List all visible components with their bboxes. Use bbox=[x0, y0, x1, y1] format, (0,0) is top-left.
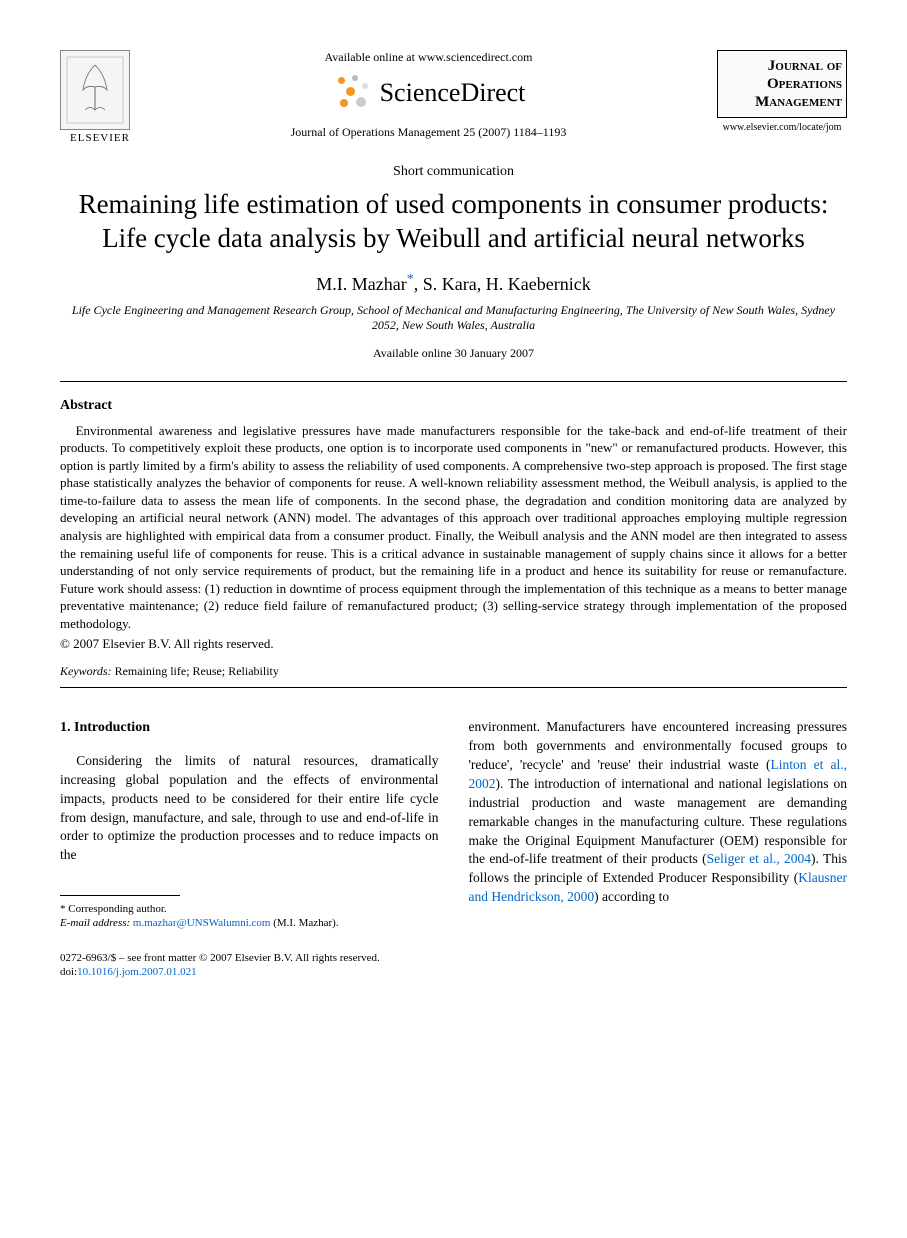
doi-line: doi:10.1016/j.jom.2007.01.021 bbox=[60, 965, 847, 979]
author-email-link[interactable]: m.mazhar@UNSWalumni.com bbox=[133, 917, 271, 929]
journal-cover-line: Management bbox=[722, 93, 842, 111]
journal-cover-line: Journal of bbox=[722, 57, 842, 75]
article-title: Remaining life estimation of used compon… bbox=[60, 188, 847, 256]
sd-dots-icon bbox=[332, 73, 372, 113]
author-name: , S. Kara, H. Kaebernick bbox=[414, 274, 591, 294]
section-heading: 1. Introduction bbox=[60, 718, 439, 738]
journal-citation: Journal of Operations Management 25 (200… bbox=[160, 125, 697, 140]
email-post: (M.I. Mazhar). bbox=[270, 917, 338, 929]
affiliation: Life Cycle Engineering and Management Re… bbox=[60, 303, 847, 334]
header-bar: ELSEVIER Available online at www.science… bbox=[60, 50, 847, 144]
elsevier-logo-block: ELSEVIER bbox=[60, 50, 140, 144]
body-columns: 1. Introduction Considering the limits o… bbox=[60, 718, 847, 931]
available-online-text: Available online at www.sciencedirect.co… bbox=[160, 50, 697, 65]
corresponding-author-note: * Corresponding author. bbox=[60, 902, 439, 916]
paragraph: Considering the limits of natural resour… bbox=[60, 752, 439, 865]
keywords-line: Keywords: Remaining life; Reuse; Reliabi… bbox=[60, 664, 847, 679]
corresponding-star-icon[interactable]: * bbox=[407, 272, 414, 287]
abstract-heading: Abstract bbox=[60, 398, 847, 414]
article-type: Short communication bbox=[60, 164, 847, 180]
keywords-label: Keywords: bbox=[60, 664, 112, 678]
sd-brand-text: ScienceDirect bbox=[380, 78, 526, 108]
right-column: environment. Manufacturers have encounte… bbox=[469, 718, 848, 931]
elsevier-tree-icon bbox=[60, 50, 130, 130]
copyright-line: © 2007 Elsevier B.V. All rights reserved… bbox=[60, 636, 847, 652]
available-date: Available online 30 January 2007 bbox=[60, 346, 847, 361]
author-name: M.I. Mazhar bbox=[316, 274, 406, 294]
footnote-block: * Corresponding author. E-mail address: … bbox=[60, 902, 439, 931]
journal-cover-block: Journal of Operations Management www.els… bbox=[717, 50, 847, 133]
divider bbox=[60, 381, 847, 382]
journal-cover-line: Operations bbox=[722, 75, 842, 93]
front-matter-line: 0272-6963/$ – see front matter © 2007 El… bbox=[60, 951, 847, 965]
doi-prefix: doi: bbox=[60, 966, 77, 978]
center-header: Available online at www.sciencedirect.co… bbox=[140, 50, 717, 140]
email-line: E-mail address: m.mazhar@UNSWalumni.com … bbox=[60, 916, 439, 930]
sciencedirect-logo[interactable]: ScienceDirect bbox=[160, 73, 697, 113]
page-footer: 0272-6963/$ – see front matter © 2007 El… bbox=[60, 951, 847, 980]
doi-link[interactable]: 10.1016/j.jom.2007.01.021 bbox=[77, 966, 196, 978]
paragraph: environment. Manufacturers have encounte… bbox=[469, 718, 848, 907]
journal-cover: Journal of Operations Management bbox=[717, 50, 847, 118]
keywords-text: Remaining life; Reuse; Reliability bbox=[112, 664, 279, 678]
journal-url[interactable]: www.elsevier.com/locate/jom bbox=[717, 122, 847, 133]
citation-link[interactable]: Seliger et al., 2004 bbox=[707, 851, 811, 866]
email-label: E-mail address: bbox=[60, 917, 130, 929]
text-run: ) according to bbox=[594, 889, 669, 904]
left-column: 1. Introduction Considering the limits o… bbox=[60, 718, 439, 931]
divider bbox=[60, 687, 847, 688]
abstract-body: Environmental awareness and legislative … bbox=[60, 422, 847, 633]
authors-line: M.I. Mazhar*, S. Kara, H. Kaebernick bbox=[60, 272, 847, 295]
elsevier-label: ELSEVIER bbox=[60, 132, 140, 144]
footnote-rule bbox=[60, 895, 180, 896]
